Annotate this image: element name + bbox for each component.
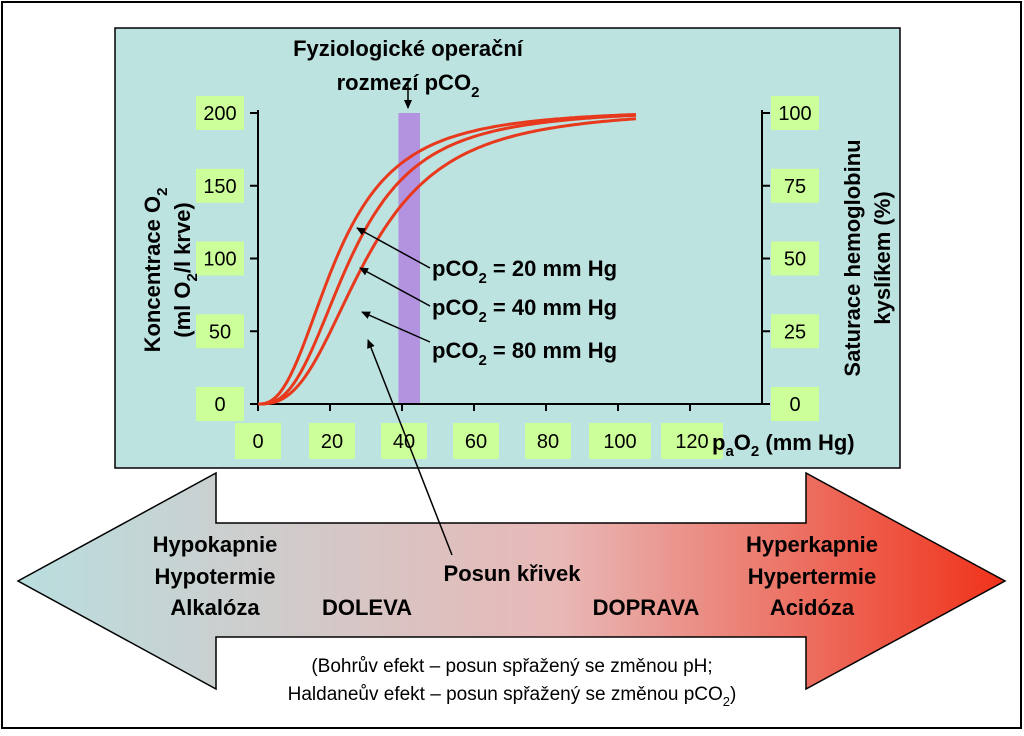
x-tick-label-bg — [525, 423, 571, 459]
x-tick-label-bg — [381, 423, 427, 459]
y-right-label-line2: kyslíkem (%) — [870, 191, 895, 324]
y-right-tick-label-bg — [771, 241, 819, 276]
x-tick-label: 20 — [321, 431, 343, 453]
x-tick-label: 80 — [537, 431, 559, 453]
y-right-label-line1: Saturace hemoglobinu — [840, 139, 865, 376]
shift-arrow — [16, 471, 1007, 691]
y-left-label-line1: Koncentrace O2 — [140, 188, 171, 353]
x-tick-label-bg — [589, 423, 651, 459]
y-right-label: Saturace hemoglobinu kyslíkem (%) — [840, 139, 895, 376]
pointer-arrow-20 — [356, 227, 431, 269]
left-direction-label: DOLEVA — [322, 595, 412, 620]
y-left-tick-label-bg — [196, 168, 244, 203]
right-condition-1: Hyperkapnie — [746, 532, 878, 557]
x-tick-label: 100 — [603, 431, 636, 453]
x-axis-label: paO2 (mm Hg) — [712, 430, 855, 460]
left-condition-3: Alkalóza — [170, 595, 260, 620]
pointer-arrow-shift — [367, 339, 453, 556]
x-tick-label: 0 — [252, 431, 263, 453]
right-direction-label: DOPRAVA — [593, 595, 700, 620]
y-right-tick-label: 0 — [789, 394, 800, 416]
left-condition-1: Hypokapnie — [153, 532, 278, 557]
y-right-tick-label: 25 — [784, 321, 806, 343]
y-right-tick-label: 75 — [784, 176, 806, 198]
series-label-20: pCO2 = 20 mm Hg — [432, 256, 617, 287]
y-left-tick-label: 100 — [203, 249, 236, 271]
x-tick-label-bg — [453, 423, 499, 459]
left-condition-2: Hypotermie — [154, 564, 275, 589]
note-line2: Haldaneův efekt – posun spřažený se změn… — [288, 684, 737, 709]
note-line1: (Bohrův efekt – posun spřažený se změnou… — [311, 656, 712, 677]
pointer-arrow-80 — [361, 311, 431, 343]
y-left-tick-label-bg — [196, 96, 244, 130]
y-left-tick-label-bg — [196, 314, 244, 349]
curve-series-3 — [258, 117, 637, 406]
y-left-tick-label-bg — [196, 387, 244, 421]
pointer-arrow-40 — [359, 267, 431, 307]
x-tick-label-bg — [235, 423, 281, 459]
y-right-tick-label-bg — [771, 387, 819, 421]
y-left-axis-ticks: 0 50 100 150 200 — [196, 96, 258, 421]
x-tick-label-bg — [661, 423, 723, 459]
y-left-tick-label: 50 — [209, 321, 231, 343]
y-left-tick-label: 150 — [203, 176, 236, 198]
y-left-tick-label: 200 — [203, 103, 236, 125]
y-right-tick-label: 100 — [778, 103, 811, 125]
x-tick-label-bg — [309, 423, 355, 459]
y-right-tick-label-bg — [771, 314, 819, 349]
y-left-label-line2: (ml O2/l krve) — [170, 202, 201, 338]
y-right-tick-label-bg — [771, 168, 819, 203]
y-left-tick-label-bg — [196, 241, 244, 276]
y-right-tick-label-bg — [771, 96, 819, 130]
chart-title-line2: rozmezí pCO2 — [337, 70, 480, 101]
y-left-tick-label: 0 — [214, 394, 225, 416]
y-right-tick-label: 50 — [784, 249, 806, 271]
series-label-80: pCO2 = 80 mm Hg — [432, 338, 617, 369]
x-tick-label: 60 — [465, 431, 487, 453]
chart-title-line1: Fyziologické operační — [293, 36, 524, 61]
x-tick-label: 120 — [675, 431, 708, 453]
chart-panel — [114, 27, 901, 469]
right-condition-3: Acidóza — [770, 595, 855, 620]
y-right-axis-ticks: 0 25 50 75 100 — [762, 96, 819, 421]
curve-series-1 — [257, 113, 637, 406]
dissociation-curves — [257, 113, 637, 406]
x-tick-label: 40 — [393, 431, 415, 453]
curve-series-2 — [258, 113, 637, 406]
y-left-label: Koncentrace O2 (ml O2/l krve) — [140, 188, 201, 353]
shift-label: Posun křivek — [444, 561, 582, 586]
x-axis-ticks: 0 20 40 60 80 100 120 — [235, 404, 723, 459]
right-condition-2: Hypertermie — [748, 564, 876, 589]
series-label-40: pCO2 = 40 mm Hg — [432, 295, 617, 326]
